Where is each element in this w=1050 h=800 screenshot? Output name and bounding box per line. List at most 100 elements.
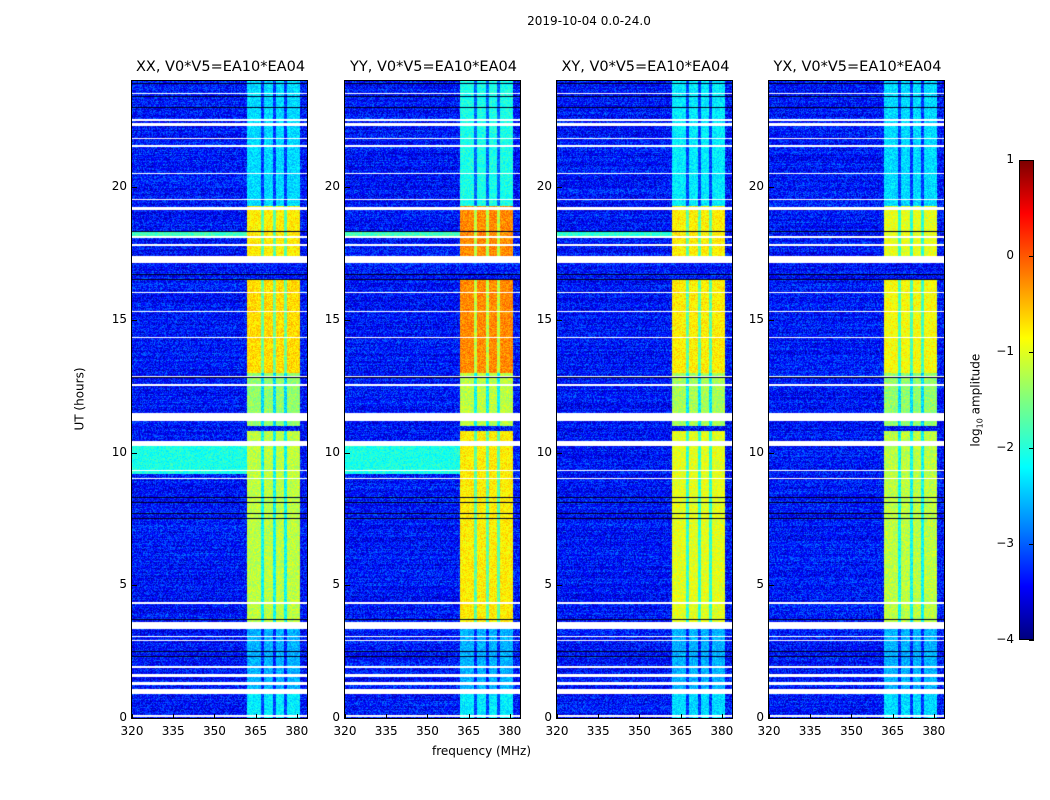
x-tick — [468, 714, 470, 719]
y-tick-label: 20 — [536, 179, 552, 194]
x-tick-label: 320 — [757, 724, 781, 738]
x-tick-label: 380 — [285, 724, 309, 738]
y-tick — [132, 452, 137, 454]
y-tick-label: 5 — [544, 577, 552, 592]
panel-title: YX, V0*V5=EA10*EA04 — [773, 59, 942, 75]
y-tick — [132, 319, 137, 321]
colorbar-label: log10 amplitude — [968, 354, 984, 447]
colorbar-label-sub: 10 — [975, 418, 985, 429]
y-tick-label: 10 — [536, 444, 552, 459]
x-tick-label: 365 — [881, 724, 905, 738]
colorbar-tick — [1029, 544, 1034, 545]
panel-title: XX, V0*V5=EA10*EA04 — [135, 59, 306, 75]
y-tick-label: 20 — [324, 179, 340, 194]
y-tick — [557, 585, 562, 587]
colorbar-tick-label: 0 — [1006, 248, 1014, 262]
heatmap-panel: YX, V0*V5=EA10*EA04 — [768, 59, 945, 719]
y-tick — [345, 187, 350, 189]
x-tick-label: 365 — [244, 724, 268, 738]
x-tick — [509, 714, 511, 719]
y-tick — [345, 585, 350, 587]
x-tick-label: 365 — [457, 724, 481, 738]
x-tick-label: 320 — [333, 724, 357, 738]
x-tick-label: 350 — [839, 724, 863, 738]
colorbar-tick — [1029, 448, 1034, 449]
x-tick — [851, 714, 853, 719]
x-tick — [296, 714, 298, 719]
y-tick-label: 20 — [111, 179, 127, 194]
colorbar-label-rest: amplitude — [968, 353, 983, 419]
y-tick-label: 15 — [748, 311, 764, 326]
y-tick-label: 0 — [756, 710, 764, 724]
y-axis-label: UT (hours) — [72, 367, 87, 431]
panel-title: XY, V0*V5=EA10*EA04 — [561, 59, 730, 75]
panel-title: YY, V0*V5=EA10*EA04 — [350, 59, 517, 75]
colorbar-tick — [1029, 352, 1034, 353]
y-tick-label: 20 — [748, 179, 764, 194]
x-tick — [598, 714, 600, 719]
y-tick — [769, 718, 774, 719]
x-tick-label: 380 — [710, 724, 734, 738]
x-tick-label: 320 — [120, 724, 144, 738]
x-axis-label: frequency (MHz) — [432, 744, 532, 758]
colorbar — [1019, 160, 1034, 640]
x-tick — [721, 714, 723, 719]
x-tick — [557, 714, 558, 719]
y-tick — [769, 319, 774, 321]
y-tick-label: 10 — [111, 444, 127, 459]
y-tick — [769, 452, 774, 454]
y-tick — [769, 187, 774, 189]
y-tick — [345, 718, 350, 719]
x-tick — [386, 714, 388, 719]
y-tick-label: 0 — [119, 710, 127, 724]
x-tick — [933, 714, 935, 719]
y-tick-label: 0 — [332, 710, 340, 724]
x-tick — [680, 714, 682, 719]
colorbar-tick — [1029, 160, 1034, 161]
y-tick — [132, 187, 137, 189]
x-tick — [810, 714, 812, 719]
colorbar-tick-label: −4 — [996, 632, 1014, 646]
x-tick — [132, 714, 133, 719]
x-tick-label: 320 — [545, 724, 569, 738]
colorbar-tick — [1029, 640, 1034, 641]
y-tick-label: 0 — [544, 710, 552, 724]
x-tick — [214, 714, 216, 719]
y-tick-label: 15 — [111, 311, 127, 326]
x-tick-label: 380 — [922, 724, 946, 738]
y-tick-label: 10 — [324, 444, 340, 459]
x-tick — [427, 714, 429, 719]
y-tick-label: 5 — [332, 577, 340, 592]
y-tick — [557, 187, 562, 189]
x-tick — [173, 714, 175, 719]
heatmap-panel: XX, V0*V5=EA10*EA04 — [131, 59, 308, 719]
y-tick-label: 10 — [748, 444, 764, 459]
x-tick-label: 335 — [161, 724, 185, 738]
heatmap-image — [557, 81, 732, 718]
colorbar-tick-label: −3 — [996, 536, 1014, 550]
y-tick — [132, 585, 137, 587]
x-tick — [255, 714, 257, 719]
y-tick — [557, 718, 562, 719]
x-tick-label: 335 — [374, 724, 398, 738]
colorbar-tick — [1029, 256, 1034, 257]
colorbar-tick-label: −2 — [996, 440, 1014, 454]
y-tick-label: 5 — [119, 577, 127, 592]
heatmap-panel: YY, V0*V5=EA10*EA04 — [344, 59, 521, 719]
x-tick-label: 335 — [586, 724, 610, 738]
colorbar-tick-label: 1 — [1006, 152, 1014, 166]
x-tick-label: 380 — [498, 724, 522, 738]
figure-title: 2019-10-04 0.0-24.0 — [527, 14, 651, 28]
heatmap-image — [769, 81, 944, 718]
y-tick — [345, 452, 350, 454]
x-tick-label: 350 — [415, 724, 439, 738]
y-tick-label: 15 — [536, 311, 552, 326]
x-tick-label: 365 — [669, 724, 693, 738]
x-tick — [769, 714, 770, 719]
x-tick-label: 350 — [627, 724, 651, 738]
y-tick — [557, 452, 562, 454]
heatmap-image — [132, 81, 307, 718]
x-tick-label: 350 — [202, 724, 226, 738]
x-tick — [892, 714, 894, 719]
